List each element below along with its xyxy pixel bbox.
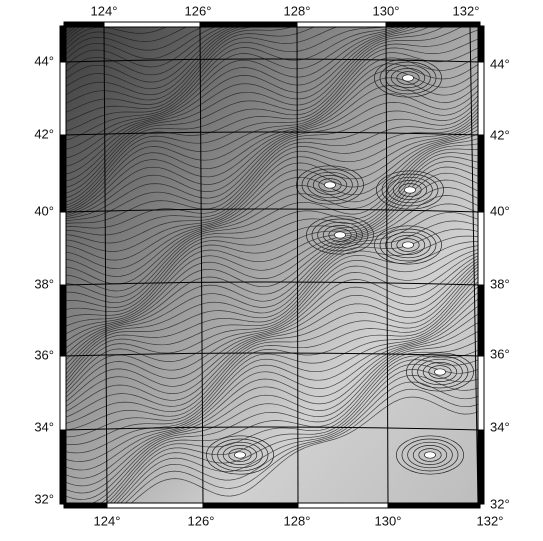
contour-loop bbox=[402, 242, 413, 248]
contour-line bbox=[60, 0, 485, 25]
border-segment bbox=[60, 26, 66, 62]
longitude-label: 130° bbox=[375, 513, 402, 528]
border-segment bbox=[478, 285, 484, 356]
longitude-label: 126° bbox=[188, 513, 215, 528]
longitude-label: 130° bbox=[373, 3, 400, 18]
latitude-label: 42° bbox=[34, 126, 54, 141]
border-segment bbox=[107, 503, 203, 508]
border-segment bbox=[478, 212, 484, 285]
border-segment bbox=[297, 22, 386, 27]
border-segment bbox=[388, 503, 480, 508]
latitude-label: 40° bbox=[490, 203, 510, 218]
border-segment bbox=[60, 135, 66, 212]
latitude-label: 32° bbox=[490, 496, 510, 511]
contour-loop bbox=[402, 75, 413, 81]
border-segment bbox=[386, 22, 480, 27]
latitude-label: 34° bbox=[34, 419, 54, 434]
latitude-label: 32° bbox=[34, 491, 54, 506]
contour-loop bbox=[424, 452, 435, 458]
latitude-label: 38° bbox=[34, 276, 54, 291]
border-segment bbox=[60, 285, 66, 356]
border-segment bbox=[478, 430, 484, 504]
latitude-label: 36° bbox=[34, 347, 54, 362]
latitude-label: 44° bbox=[34, 53, 54, 68]
longitude-label: 132° bbox=[453, 3, 480, 18]
contour-loop bbox=[234, 452, 245, 458]
latitude-label: 44° bbox=[490, 56, 510, 71]
latitude-label: 42° bbox=[490, 127, 510, 142]
contour-line bbox=[60, 0, 485, 20]
contour-loop bbox=[334, 232, 345, 238]
longitude-label: 128° bbox=[284, 513, 311, 528]
border-segment bbox=[200, 22, 297, 27]
page: {"map": { "lon_labels_top": ["124°", "12… bbox=[0, 0, 543, 536]
longitude-label: 128° bbox=[284, 3, 311, 18]
contour-loop bbox=[404, 187, 415, 193]
border-segment bbox=[478, 356, 484, 430]
latitude-label: 40° bbox=[34, 203, 54, 218]
border-segment bbox=[60, 62, 66, 135]
longitude-label: 124° bbox=[91, 3, 118, 18]
border-segment bbox=[64, 22, 104, 27]
contour-line bbox=[60, 0, 485, 15]
border-segment bbox=[60, 430, 66, 504]
contour-loop bbox=[324, 182, 335, 188]
contour-loop bbox=[434, 369, 445, 375]
longitude-label: 124° bbox=[94, 513, 121, 528]
map: 124° 126° 128° 130° 132° 124° 126° 128° 130° 132°… bbox=[0, 0, 543, 536]
latitude-label: 36° bbox=[490, 346, 510, 361]
longitude-label: 132° bbox=[477, 513, 504, 528]
latitude-label: 34° bbox=[490, 419, 510, 434]
border-segment bbox=[60, 356, 66, 430]
map-background bbox=[64, 26, 480, 504]
border-segment bbox=[104, 22, 200, 27]
border-segment bbox=[60, 212, 66, 285]
border-segment bbox=[478, 26, 484, 62]
border-segment bbox=[478, 135, 484, 212]
border-segment bbox=[203, 503, 298, 508]
latitude-label: 38° bbox=[490, 276, 510, 291]
longitude-label: 126° bbox=[185, 3, 212, 18]
border-segment bbox=[64, 503, 107, 508]
border-segment bbox=[298, 503, 388, 508]
border-segment bbox=[478, 62, 484, 135]
